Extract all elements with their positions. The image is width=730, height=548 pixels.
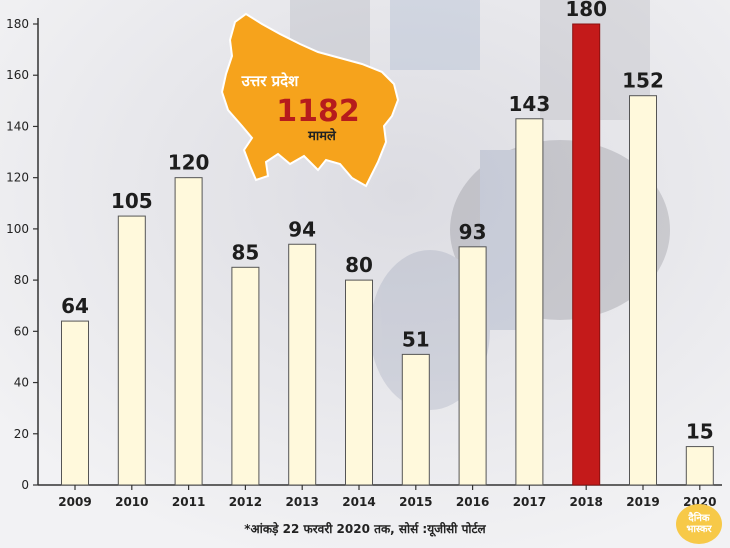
x-tick-label: 2019	[626, 495, 659, 509]
bar-value-label: 85	[231, 240, 259, 264]
bar-value-label: 180	[565, 0, 607, 21]
bar-value-label: 15	[686, 420, 714, 444]
y-tick-label: 160	[6, 68, 29, 82]
bar-value-label: 64	[61, 294, 89, 318]
x-tick-label: 2012	[229, 495, 262, 509]
bar	[401, 353, 430, 486]
bar-value-label: 152	[622, 69, 664, 93]
bar-value-label: 80	[345, 253, 373, 277]
y-tick-label: 20	[14, 427, 29, 441]
bar	[629, 95, 657, 486]
bar	[572, 23, 601, 486]
x-tick-label: 2015	[399, 495, 432, 509]
y-tick-label: 60	[14, 324, 29, 338]
bar-value-label: 93	[459, 220, 487, 244]
y-tick-label: 80	[14, 273, 29, 287]
logo-line-2: भास्कर	[686, 524, 712, 535]
y-tick-label: 180	[6, 17, 29, 31]
bar-value-label: 94	[288, 217, 316, 241]
brand-logo: दैनिक भास्कर	[676, 504, 722, 544]
x-tick-label: 2017	[513, 495, 546, 509]
x-tick-label: 2009	[58, 495, 91, 509]
bar	[685, 446, 714, 486]
bar	[458, 246, 487, 486]
up-map-inset: उत्तर प्रदेश 1182 मामले	[220, 12, 400, 188]
x-tick-label: 2018	[569, 495, 602, 509]
bar-value-label: 105	[111, 189, 153, 213]
y-tick-label: 40	[14, 376, 29, 390]
x-tick-label: 2016	[456, 495, 489, 509]
bar-value-label: 143	[509, 92, 551, 116]
map-region-label: उत्तर प्रदेश	[241, 72, 299, 90]
bar	[231, 266, 260, 486]
y-tick-label: 140	[6, 119, 29, 133]
bar	[288, 243, 317, 486]
y-tick-label: 120	[6, 171, 29, 185]
map-total-value: 1182	[276, 94, 360, 129]
logo-line-1: दैनिक	[688, 513, 710, 524]
footnote: *आंकड़े 22 फरवरी 2020 तक, सोर्स :यूजीसी …	[244, 522, 486, 536]
bar	[117, 215, 146, 486]
bar	[515, 118, 544, 486]
bar-value-label: 51	[402, 327, 430, 351]
bar	[61, 320, 89, 486]
x-tick-label: 2014	[342, 495, 375, 509]
x-tick-label: 2010	[115, 495, 148, 509]
y-axis: 0 20 40 60 80 100 120 140 160 180	[6, 17, 722, 492]
y-tick-label: 100	[6, 222, 29, 236]
bar-value-label: 120	[168, 151, 210, 175]
up-map-shape	[220, 12, 400, 188]
bar	[174, 177, 203, 486]
x-tick-label: 2013	[285, 495, 318, 509]
bars: 64 2009 105 2010 120 2011 85 2012 94 2013 80 2014 51…	[58, 0, 716, 509]
map-total-label: मामले	[307, 128, 337, 144]
y-tick-label: 0	[21, 478, 29, 492]
bar	[345, 279, 373, 486]
x-tick-label: 2011	[172, 495, 205, 509]
